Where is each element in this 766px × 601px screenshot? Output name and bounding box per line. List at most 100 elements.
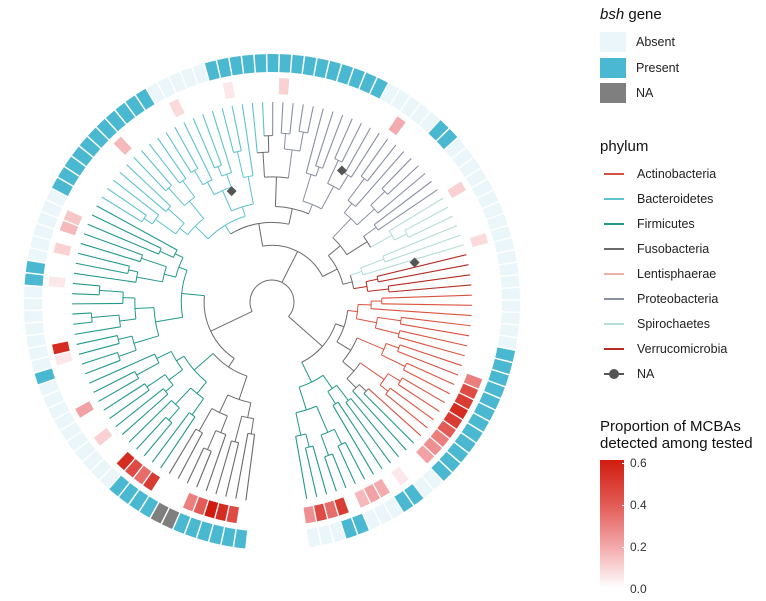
- proportion-cell: [52, 341, 70, 355]
- tip-branch: [337, 401, 383, 470]
- proportion-cell: [452, 191, 472, 208]
- tip-branch: [77, 252, 130, 267]
- bsh-cell: [465, 168, 487, 188]
- internal-branch: [356, 208, 375, 226]
- bsh-gene-ring: [23, 54, 520, 549]
- proportion-cell: [51, 253, 69, 267]
- internal-branch: [228, 358, 235, 368]
- internal-branch: [118, 335, 133, 340]
- internal-branch: [236, 151, 244, 178]
- internal-arc: [305, 445, 314, 449]
- internal-branch: [315, 166, 320, 177]
- internal-arc: [187, 218, 204, 235]
- tip-branch: [355, 151, 405, 207]
- tip-branch: [221, 108, 235, 153]
- proportion-cell: [267, 78, 278, 95]
- bsh-cell: [428, 120, 449, 141]
- internal-branch: [168, 187, 185, 206]
- proportion-cell: [413, 137, 432, 156]
- internal-branch: [119, 318, 136, 322]
- proportion-cell: [478, 277, 496, 289]
- internal-branch: [298, 387, 307, 411]
- bsh-cell: [37, 212, 58, 229]
- internal-arc: [373, 224, 379, 231]
- internal-branch: [196, 381, 207, 394]
- tip-branch: [103, 383, 146, 411]
- tip-branch: [76, 335, 118, 345]
- bsh-cell: [447, 442, 469, 463]
- proportion-cell: [354, 489, 370, 508]
- proportion-cell: [477, 322, 495, 334]
- tip-branch: [399, 330, 468, 347]
- internal-branch: [234, 416, 243, 442]
- internal-branch: [322, 375, 333, 389]
- proportion-cell: [65, 382, 84, 398]
- internal-branch: [356, 318, 377, 324]
- tip-branch: [345, 402, 391, 464]
- internal-branch: [365, 278, 378, 283]
- internal-arc: [153, 307, 160, 336]
- internal-branch: [241, 206, 246, 217]
- internal-branch: [353, 285, 368, 290]
- tip-branch: [344, 127, 371, 174]
- bsh-cell: [139, 496, 159, 518]
- bsh-cell: [33, 224, 54, 240]
- bsh-cell: [314, 58, 329, 79]
- tip-branch: [384, 234, 461, 263]
- proportion-cell: [324, 500, 339, 519]
- tip-branch: [305, 108, 324, 174]
- bsh-cell: [74, 441, 96, 462]
- proportion-cell: [172, 488, 189, 507]
- proportion-cell: [382, 472, 400, 492]
- tip-branch: [160, 416, 196, 469]
- tree-branches: [72, 101, 472, 501]
- internal-arc: [134, 371, 140, 379]
- tip-branch: [157, 137, 187, 179]
- proportion-cell: [320, 84, 335, 103]
- internal-arc: [135, 271, 139, 283]
- internal-branch: [91, 314, 120, 319]
- tip-branch: [73, 321, 93, 325]
- internal-arc: [403, 362, 408, 371]
- bsh-cell: [471, 179, 493, 198]
- internal-branch: [377, 316, 401, 322]
- bsh-cell: [410, 103, 430, 125]
- bsh-cell: [23, 298, 43, 310]
- internal-branch: [375, 327, 400, 335]
- proportion-cell: [54, 351, 73, 366]
- proportion-cell: [364, 484, 381, 503]
- bsh-cell: [58, 167, 80, 186]
- bsh-cell: [400, 96, 420, 118]
- proportion-cell: [125, 459, 143, 478]
- proteobacteria-line-key: [604, 298, 624, 300]
- proportion-cell: [47, 299, 65, 310]
- internal-arc: [190, 168, 199, 173]
- tip-branch: [235, 433, 249, 499]
- proportion-cell: [226, 505, 239, 524]
- bsh-cell: [229, 55, 243, 76]
- tip-branch: [406, 362, 455, 386]
- bsh-cell: [279, 54, 292, 73]
- legend-bsh-gene: bsh gene Absent Present NA: [600, 6, 679, 103]
- internal-branch: [165, 384, 174, 392]
- proportion-cell: [397, 123, 415, 142]
- internal-arc: [165, 205, 172, 212]
- internal-arc: [134, 298, 137, 320]
- internal-branch: [302, 174, 312, 202]
- bsh-cell: [91, 459, 112, 480]
- proportion-cell: [200, 86, 215, 105]
- internal-arc: [141, 214, 147, 223]
- internal-arc: [301, 323, 337, 363]
- internal-arc: [343, 212, 358, 226]
- tip-branch: [121, 393, 169, 435]
- proportion-cell: [457, 201, 477, 218]
- internal-branch: [159, 250, 174, 258]
- legend-phylum-fusobacteria: Fusobacteria: [600, 242, 709, 256]
- proportion-cell: [405, 130, 424, 149]
- tip-branch: [304, 447, 318, 498]
- bsh-cell: [461, 423, 483, 443]
- internal-branch: [168, 369, 183, 381]
- tip-branch: [245, 434, 256, 501]
- internal-arc: [399, 317, 402, 325]
- tip-branch: [72, 282, 100, 287]
